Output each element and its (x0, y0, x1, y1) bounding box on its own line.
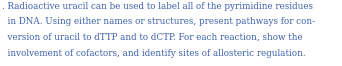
Text: involvement of cofactors, and identify sites of allosteric regulation.: involvement of cofactors, and identify s… (2, 49, 305, 57)
Text: in DNA. Using either names or structures, present pathways for con-: in DNA. Using either names or structures… (2, 17, 315, 26)
Text: version of uracil to dTTP and to dCTP. For each reaction, show the: version of uracil to dTTP and to dCTP. F… (2, 33, 302, 42)
Text: . Radioactive uracil can be used to label all of the pyrimidine residues: . Radioactive uracil can be used to labe… (2, 2, 313, 11)
